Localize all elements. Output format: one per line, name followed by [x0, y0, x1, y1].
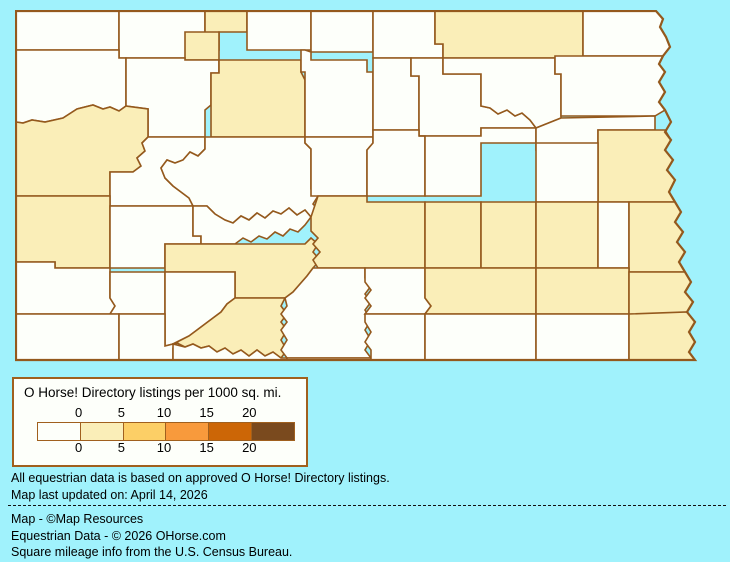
- legend-swatch-4[interactable]: [209, 423, 253, 440]
- county-grandforks-w[interactable]: [535, 142, 599, 203]
- county-burleigh[interactable]: [310, 195, 426, 269]
- legend-swatch-5[interactable]: [252, 423, 294, 440]
- county-renville-tail[interactable]: [184, 31, 220, 61]
- legend-tick-bottom-4: 20: [242, 440, 257, 455]
- county-golden-valley[interactable]: [15, 195, 111, 269]
- state-outline: [15, 10, 698, 362]
- county-wells[interactable]: [366, 129, 426, 197]
- credits-line-1: Map - ©Map Resources: [11, 512, 144, 526]
- legend-tick-bottom-2: 10: [156, 440, 172, 455]
- legend-swatch-0[interactable]: [38, 423, 81, 440]
- county-bowman[interactable]: [15, 313, 120, 361]
- legend-tick-bottom-0: 0: [75, 440, 83, 455]
- county-mchenry[interactable]: [300, 49, 374, 138]
- legend-tick-top-0: 0: [75, 405, 83, 420]
- county-griggs[interactable]: [597, 201, 630, 269]
- county-dickey[interactable]: [424, 313, 537, 361]
- county-mcintosh[interactable]: [364, 313, 426, 361]
- county-richland[interactable]: [628, 311, 697, 361]
- legend-color-bar: [37, 422, 295, 441]
- data-notes: All equestrian data is based on approved…: [11, 470, 390, 503]
- notes-line-2: Map last updated on: April 14, 2026: [11, 487, 208, 502]
- county-slope[interactable]: [15, 261, 116, 315]
- county-rolette[interactable]: [310, 10, 374, 53]
- county-barnes[interactable]: [535, 267, 630, 315]
- county-kidder[interactable]: [424, 201, 482, 269]
- county-stutsman[interactable]: [480, 201, 537, 269]
- county-logan[interactable]: [363, 267, 432, 315]
- county-eddy[interactable]: [419, 127, 537, 197]
- county-sargent[interactable]: [535, 313, 630, 361]
- legend-ticks-top: 0 5 10 15 20: [36, 405, 292, 422]
- county-ward[interactable]: [210, 59, 306, 138]
- dashed-separator: [8, 505, 726, 506]
- north-dakota-map[interactable]: [15, 10, 718, 365]
- legend-tick-bottom-3: 15: [199, 440, 214, 455]
- legend-swatch-3[interactable]: [166, 423, 210, 440]
- county-sheridan[interactable]: [304, 136, 374, 197]
- county-stark[interactable]: [108, 271, 166, 315]
- legend-title: O Horse! Directory listings per 1000 sq.…: [24, 385, 282, 400]
- credits: Map - ©Map Resources Equestrian Data - ©…: [11, 511, 292, 561]
- legend-swatch-2[interactable]: [123, 423, 167, 440]
- credits-line-2: Equestrian Data - © 2026 OHorse.com: [11, 528, 226, 543]
- county-lamoure[interactable]: [423, 267, 537, 315]
- county-bottineau[interactable]: [246, 10, 312, 51]
- legend-tick-top-4: 20: [242, 405, 257, 420]
- county-divide[interactable]: [15, 10, 120, 51]
- county-cavalier[interactable]: [434, 10, 584, 59]
- county-layer: [15, 10, 697, 361]
- legend-tick-bottom-1: 5: [117, 440, 125, 455]
- county-pembina[interactable]: [582, 10, 671, 57]
- county-walsh[interactable]: [554, 55, 667, 117]
- legend-tick-top-3: 15: [199, 405, 214, 420]
- county-foster[interactable]: [535, 201, 599, 269]
- county-towner[interactable]: [372, 10, 444, 59]
- county-steele[interactable]: [628, 201, 687, 273]
- legend-box: O Horse! Directory listings per 1000 sq.…: [12, 377, 308, 467]
- legend-tick-top-1: 5: [117, 405, 125, 420]
- legend-swatch-1[interactable]: [80, 423, 124, 440]
- county-grand-forks[interactable]: [597, 129, 677, 203]
- notes-line-1: All equestrian data is based on approved…: [11, 471, 390, 485]
- legend-ticks-bottom: 0 5 10 15 20: [36, 440, 292, 457]
- credits-line-3: Square mileage info from the U.S. Census…: [11, 545, 293, 559]
- map-panel: [15, 10, 718, 365]
- legend-tick-top-2: 10: [156, 405, 172, 420]
